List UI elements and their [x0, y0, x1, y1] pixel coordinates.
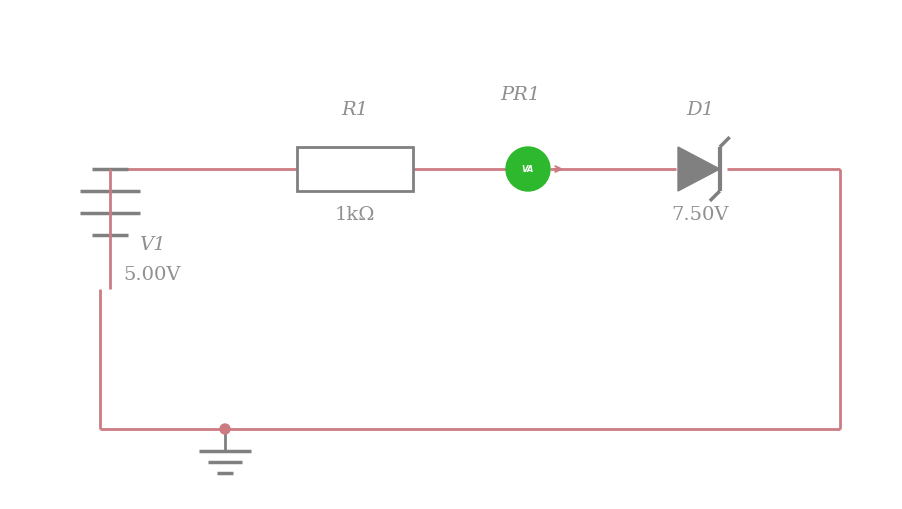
- Text: 5.00V: 5.00V: [123, 266, 180, 284]
- Text: 1kΩ: 1kΩ: [335, 206, 375, 223]
- Bar: [297, 148, 412, 191]
- Text: VA: VA: [521, 165, 534, 174]
- Circle shape: [505, 148, 549, 191]
- Text: V1: V1: [139, 236, 165, 253]
- Text: R1: R1: [341, 101, 368, 119]
- Text: D1: D1: [686, 101, 713, 119]
- Circle shape: [220, 424, 230, 434]
- Text: PR1: PR1: [500, 86, 539, 104]
- Polygon shape: [677, 148, 719, 191]
- Text: 7.50V: 7.50V: [670, 206, 728, 223]
